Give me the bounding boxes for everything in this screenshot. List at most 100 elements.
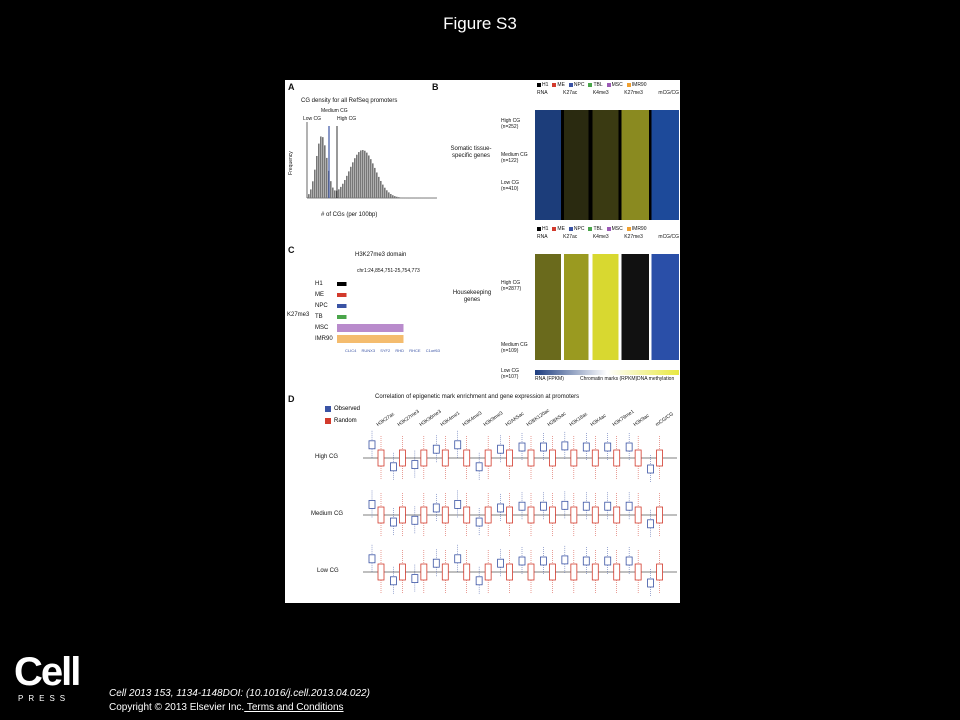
- histogram-bar: [404, 197, 406, 199]
- observed-box: [604, 501, 612, 511]
- terms-link[interactable]: Terms and Conditions: [244, 702, 344, 713]
- random-swatch-icon: [325, 418, 331, 424]
- random-box: [399, 506, 406, 524]
- observed-box: [411, 460, 419, 470]
- observed-box: [582, 501, 590, 511]
- histogram-bar: [374, 167, 376, 198]
- track-signal: [337, 334, 432, 343]
- histogram-bar: [358, 152, 360, 198]
- track-signal: [337, 314, 432, 319]
- observed-box: [454, 440, 462, 450]
- track-label: MSC: [315, 324, 329, 331]
- panel-b-letter: B: [432, 82, 439, 92]
- random-box: [441, 506, 449, 524]
- random-box: [591, 449, 599, 467]
- panel-c-legend-item: TBL: [588, 226, 603, 232]
- swatch-icon: [606, 227, 611, 231]
- histogram-bar: [362, 150, 364, 198]
- panel-b-legend-item: IMR90: [626, 82, 647, 88]
- histogram-bar: [396, 196, 398, 198]
- panel-b-group-low: Low CG (n=410): [501, 180, 520, 192]
- random-box: [570, 506, 578, 524]
- citation: Cell 2013 153, 1134-1148DOI: (10.1016/j.…: [109, 687, 370, 701]
- mark-label: H2BK5ac: [546, 410, 568, 428]
- track-label: TB: [315, 313, 323, 320]
- gene-label: CLIC4: [345, 348, 357, 353]
- histogram-bar: [382, 184, 384, 198]
- observed-box: [390, 576, 397, 586]
- mark-label: H3K9me3: [482, 410, 505, 428]
- mark-label: H2AK5ac: [504, 410, 525, 428]
- legend-label: NPC: [573, 226, 585, 232]
- track-row: MSC: [315, 322, 440, 333]
- panel-c-color-scale: [535, 370, 679, 375]
- observed-box: [561, 500, 569, 510]
- histogram-bar: [412, 197, 414, 199]
- mark-label: H3K9ac: [632, 412, 651, 428]
- panel-b-legend-item: MSC: [606, 82, 623, 88]
- observed-box: [475, 517, 483, 527]
- swatch-icon: [537, 83, 541, 87]
- histogram-bar: [386, 190, 388, 198]
- histogram-bar: [320, 136, 322, 198]
- panel-c-side-label: Housekeeping genes: [452, 290, 492, 303]
- histogram-bar: [352, 162, 354, 198]
- panel-b-column-label: K27ac: [563, 90, 578, 96]
- panel-b-column-label: K4me3: [592, 90, 609, 96]
- panel-c-column-label: K4me3: [592, 234, 609, 240]
- observed-box: [454, 554, 462, 564]
- observed-box: [647, 464, 654, 474]
- panel-c-legend: H1 ME NPC TBL MSC IMR90: [537, 226, 647, 232]
- panel-c-letter: C: [288, 245, 295, 255]
- panel-c-column-label: mCG/CG: [658, 234, 679, 240]
- observed-box: [390, 462, 397, 472]
- histogram-bar: [340, 186, 342, 198]
- legend-label: ME: [557, 226, 565, 232]
- observed-box: [625, 442, 633, 452]
- observed-box: [561, 441, 569, 451]
- track-signal: [337, 292, 432, 297]
- observed-box: [368, 440, 376, 450]
- random-box: [613, 563, 621, 581]
- observed-box: [432, 444, 440, 454]
- panel-c-legend-item: H1: [537, 226, 548, 232]
- observed-box: [582, 556, 590, 566]
- panel-c-column-label: K27ac: [563, 234, 578, 240]
- random-box: [549, 449, 556, 467]
- swatch-icon: [588, 227, 593, 231]
- histogram-bar: [388, 192, 390, 198]
- panel-b-column-label: RNA: [537, 90, 548, 96]
- observed-box: [432, 558, 440, 568]
- track-row: H1: [315, 278, 440, 289]
- histogram-bar: [418, 197, 420, 199]
- swatch-icon: [552, 83, 557, 87]
- logo-sub: PRESS: [18, 694, 71, 703]
- legend-label: TBL: [593, 82, 603, 88]
- panel-c-tracks: H1 ME NPC TB MSC IMR90: [315, 278, 440, 344]
- histogram-bar: [350, 166, 352, 198]
- histogram-bar: [356, 154, 358, 198]
- panel-c-track-group: K27me3: [287, 312, 310, 318]
- histogram-bar: [406, 197, 408, 199]
- observed-box: [475, 576, 483, 586]
- panel-c-column-label: RNA: [537, 234, 548, 240]
- random-box: [377, 506, 385, 524]
- observed-box: [647, 578, 654, 588]
- panel-a-high-label: High CG: [337, 116, 357, 122]
- track-row: TB: [315, 311, 440, 322]
- observed-box: [411, 515, 419, 525]
- panel-d-letter: D: [288, 394, 295, 404]
- histogram-bar: [414, 197, 416, 199]
- track-label: H1: [315, 280, 323, 287]
- legend-label: IMR90: [631, 82, 647, 88]
- cg-density-histogram: [306, 122, 437, 199]
- scale-label-chrom: Chromatin marks (RPKM): [580, 376, 638, 382]
- track-label: ME: [315, 291, 324, 298]
- random-box: [399, 563, 406, 581]
- legend-observed: Observed: [325, 406, 360, 412]
- panel-a-xlabel: # of CGs (per 100bp): [321, 212, 378, 218]
- panel-c-columns: RNA K27ac K4me3 K27me3 mCG/CG: [537, 234, 679, 240]
- panel-c-coords: chr1:24,854,751-25,754,773: [357, 268, 420, 274]
- gene-label: RHCE: [409, 348, 421, 353]
- observed-box: [561, 555, 569, 565]
